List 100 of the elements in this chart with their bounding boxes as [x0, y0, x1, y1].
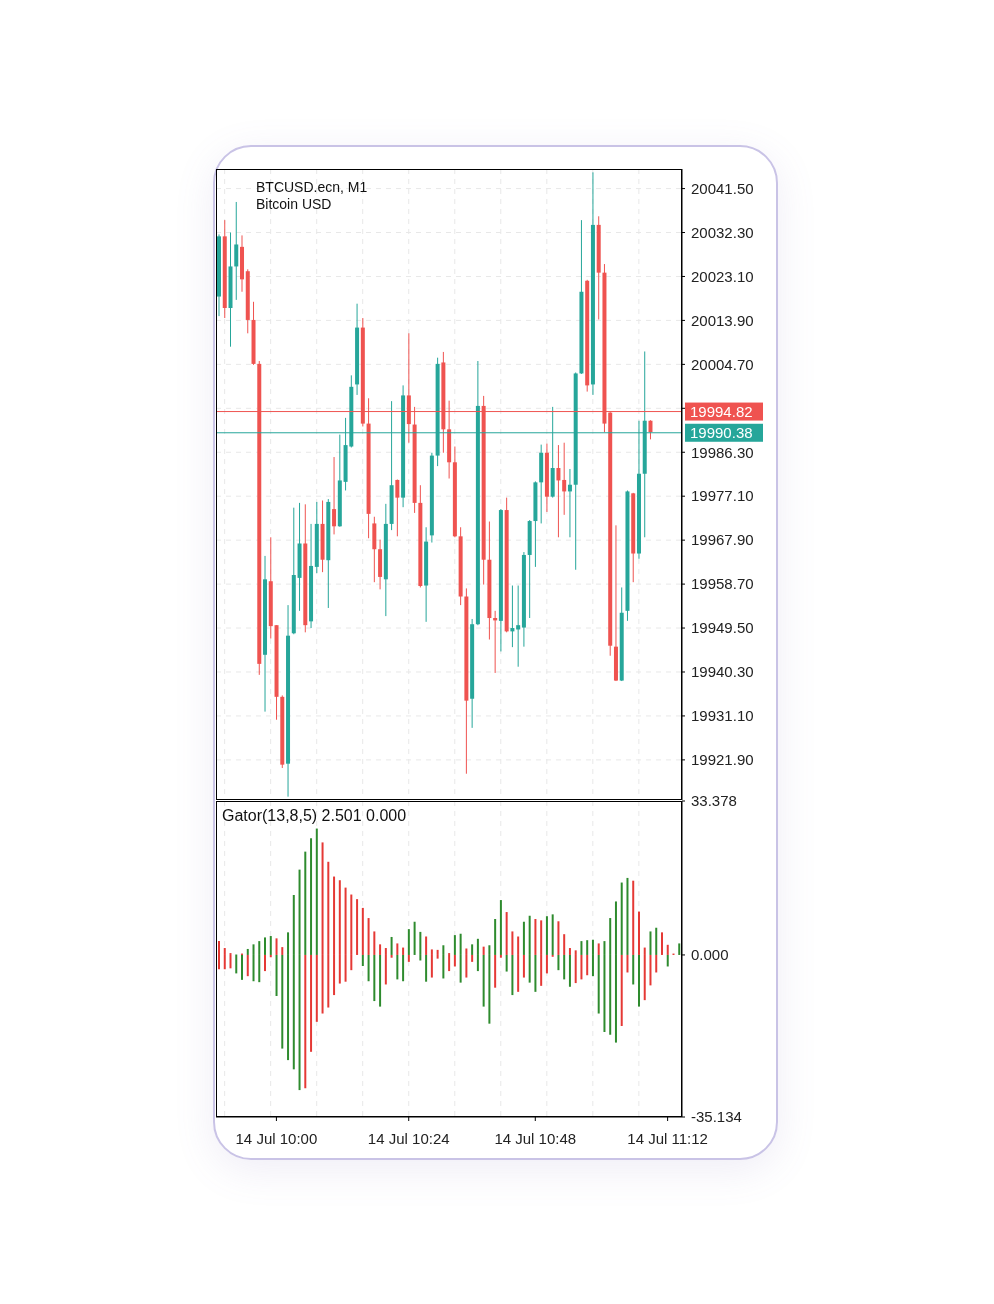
- candlestick: [648, 419, 653, 440]
- y-tick-label: 33.378: [691, 792, 737, 810]
- bar: [361, 954, 364, 967]
- y-tick-label: 20013.90: [691, 311, 754, 329]
- bar: [448, 954, 451, 972]
- y-tick-label: 19931.10: [691, 707, 754, 725]
- bar: [407, 929, 410, 955]
- bar: [505, 912, 508, 955]
- bar: [315, 828, 318, 955]
- bar: [637, 911, 640, 955]
- bar: [390, 954, 393, 958]
- y-tick-label: 19949.50: [691, 619, 754, 637]
- bar: [557, 921, 560, 955]
- bar: [471, 944, 474, 955]
- bar: [315, 954, 318, 1022]
- bar: [367, 954, 370, 982]
- bar: [304, 851, 307, 955]
- bar: [568, 948, 571, 955]
- y-tick-label: 19921.90: [691, 751, 754, 769]
- bar: [425, 954, 428, 982]
- x-tick-label: 14 Jul 11:12: [627, 1129, 708, 1147]
- bar: [482, 946, 485, 955]
- y-tick-label: 19940.30: [691, 663, 754, 681]
- candlestick: [395, 478, 400, 537]
- ref-line-label: 19994.82: [690, 402, 753, 420]
- y-tick-label: 19967.90: [691, 531, 754, 549]
- bar: [407, 954, 410, 962]
- bar: [637, 954, 640, 1007]
- bar: [425, 936, 428, 955]
- bar: [402, 954, 405, 982]
- bar: [275, 938, 278, 955]
- bar: [413, 921, 416, 955]
- ref-line-label: 19990.38: [690, 424, 753, 442]
- bar: [505, 954, 508, 972]
- candlestick: [234, 201, 239, 301]
- bar: [551, 914, 554, 955]
- bar: [574, 954, 577, 984]
- bar: [580, 941, 583, 955]
- bar: [586, 954, 589, 976]
- y-tick-label: 19958.70: [691, 575, 754, 593]
- y-tick-label: 0.000: [691, 946, 729, 964]
- candlestick: [556, 444, 561, 538]
- bar: [545, 954, 548, 974]
- bar: [482, 954, 485, 1007]
- candlestick: [562, 442, 567, 516]
- bar: [499, 900, 502, 955]
- bar: [534, 954, 537, 992]
- y-tick-label: 19977.10: [691, 487, 754, 505]
- candlestick: [510, 585, 515, 648]
- bar: [396, 943, 399, 955]
- bar: [626, 877, 629, 955]
- bar: [235, 954, 238, 974]
- bar: [436, 954, 439, 959]
- bar: [402, 947, 405, 955]
- bar: [373, 931, 376, 955]
- bar: [356, 899, 359, 955]
- bar: [379, 954, 382, 1007]
- text: Bitcoin USD: [256, 196, 333, 213]
- bar: [632, 880, 635, 955]
- bar: [246, 948, 249, 955]
- bar: [453, 954, 456, 967]
- bar: [522, 954, 525, 978]
- bar: [620, 882, 623, 955]
- bar: [396, 954, 399, 980]
- x-tick-label: 14 Jul 10:24: [367, 1129, 450, 1147]
- y-tick-label: 19986.30: [691, 443, 754, 461]
- bar: [597, 954, 600, 1014]
- x-tick-label: 14 Jul 10:48: [494, 1129, 577, 1147]
- bar: [557, 954, 560, 971]
- bar: [522, 921, 525, 955]
- bar: [655, 927, 658, 955]
- bar: [534, 918, 537, 955]
- bar: [246, 954, 249, 977]
- y-tick-label: 20032.30: [691, 223, 754, 241]
- bar: [367, 918, 370, 955]
- bar: [310, 954, 313, 1052]
- text: BTCUSD.ecn, M1: [256, 179, 368, 196]
- bar: [545, 916, 548, 955]
- candlestick: [332, 456, 337, 535]
- bar: [281, 947, 284, 955]
- bar: [580, 954, 583, 980]
- bar: [310, 838, 313, 955]
- bar: [281, 954, 284, 1049]
- bar: [373, 954, 376, 1002]
- bar: [563, 954, 566, 980]
- bar: [666, 954, 669, 967]
- chart-title: Gator(13,8,5) 2.501 0.000: [222, 807, 407, 824]
- bar: [499, 954, 502, 958]
- bar: [361, 907, 364, 955]
- y-tick-label: -35.134: [691, 1108, 742, 1126]
- bar: [229, 954, 232, 969]
- bar: [678, 943, 681, 955]
- bar: [626, 954, 629, 973]
- bar: [660, 932, 663, 955]
- bar: [453, 935, 456, 955]
- bar: [568, 954, 571, 987]
- bar: [264, 954, 267, 972]
- bar: [494, 918, 497, 955]
- bar: [563, 934, 566, 955]
- bar: [275, 954, 278, 996]
